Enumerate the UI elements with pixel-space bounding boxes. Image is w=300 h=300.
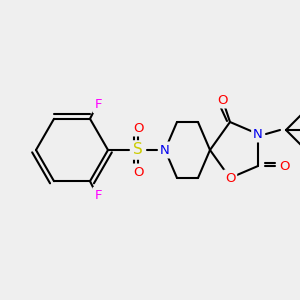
- Text: O: O: [133, 166, 143, 178]
- Text: F: F: [94, 189, 102, 202]
- Text: S: S: [133, 142, 143, 158]
- Text: N: N: [253, 128, 263, 140]
- Text: O: O: [217, 94, 227, 106]
- Text: F: F: [94, 98, 102, 111]
- Text: O: O: [225, 172, 235, 184]
- Text: N: N: [160, 143, 170, 157]
- Text: O: O: [133, 122, 143, 134]
- Text: O: O: [279, 160, 289, 172]
